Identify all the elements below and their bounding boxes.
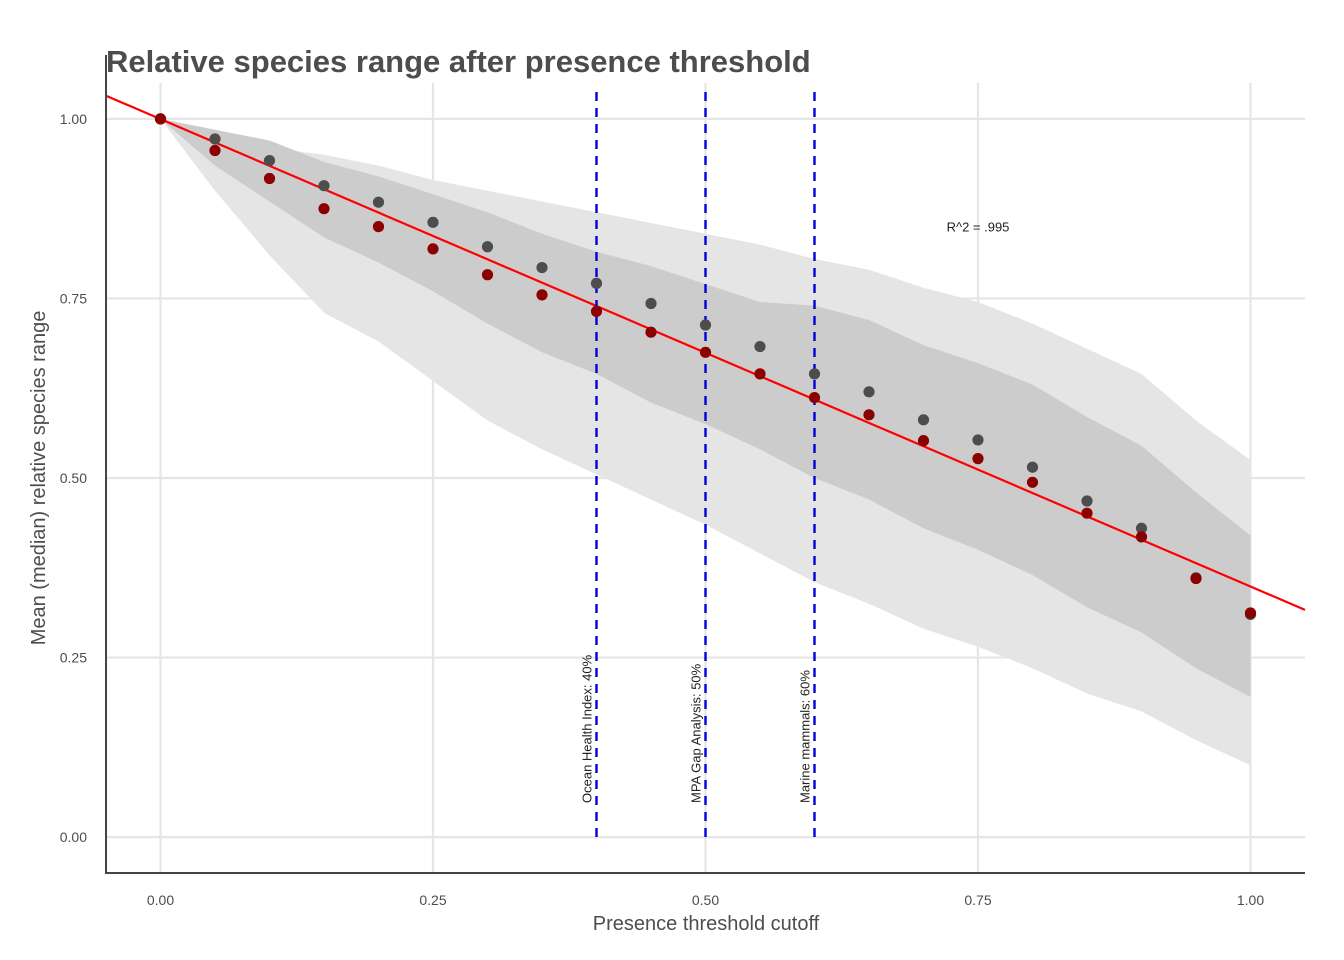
point-median-1 — [209, 144, 221, 157]
point-mean-6 — [481, 241, 494, 253]
axes — [105, 55, 1305, 874]
x-tick-label-3: 0.75 — [964, 892, 991, 908]
point-median-19 — [1190, 572, 1202, 585]
point-median-17 — [1081, 507, 1093, 519]
point-median-5 — [427, 243, 439, 255]
point-median-13 — [863, 409, 875, 421]
point-median-15 — [972, 453, 984, 465]
point-median-2 — [263, 172, 276, 185]
annotation-r2: R^2 = .995 — [947, 220, 1010, 235]
point-mean-12 — [808, 368, 821, 380]
point-mean-8 — [590, 277, 603, 289]
y-axis-title: Mean (median) relative species range — [28, 311, 50, 646]
y-tick-label-3: 0.75 — [60, 290, 87, 306]
point-mean-17 — [1081, 495, 1093, 507]
point-mean-10 — [699, 319, 712, 331]
threshold-label-2: Marine mammals: 60% — [798, 670, 813, 803]
x-tick-label-0: 0.00 — [147, 892, 174, 908]
point-mean-4 — [372, 196, 385, 208]
band-inner — [160, 118, 1251, 697]
x-tick-label-1: 0.25 — [419, 892, 446, 908]
tick-labels: 0.00 0.25 0.50 0.75 1.00 0.00 0.25 0.50 0.75 1.00 — [60, 111, 1265, 908]
point-mean-7 — [536, 261, 548, 274]
threshold-lines: Ocean Health Index: 40% MPA Gap Analysis:… — [580, 92, 816, 838]
point-mean-18 — [1135, 522, 1148, 534]
point-median-16 — [1026, 476, 1039, 488]
confidence-bands — [160, 118, 1251, 766]
point-mean-9 — [645, 297, 657, 310]
y-tick-label-4: 1.00 — [60, 111, 87, 127]
point-median-11 — [754, 368, 766, 380]
point-median-18 — [1135, 531, 1148, 543]
threshold-label-0: Ocean Health Index: 40% — [580, 654, 595, 803]
point-median-0 — [154, 113, 167, 125]
point-median-14 — [917, 435, 930, 447]
point-median-3 — [318, 203, 330, 215]
point-mean-15 — [972, 434, 984, 446]
threshold-label-1: MPA Gap Analysis: 50% — [689, 663, 704, 803]
point-median-9 — [645, 326, 657, 338]
point-median-7 — [536, 289, 548, 301]
point-median-6 — [481, 269, 494, 281]
point-mean-5 — [427, 216, 439, 228]
y-tick-label-1: 0.25 — [60, 650, 87, 666]
point-mean-14 — [917, 414, 930, 426]
point-mean-13 — [863, 386, 875, 398]
point-mean-1 — [209, 133, 221, 145]
point-mean-3 — [318, 180, 330, 192]
x-axis-title: Presence threshold cutoff — [593, 913, 820, 935]
chart-title: Relative species range after presence th… — [106, 44, 811, 79]
annotations: R^2 = .995 — [947, 220, 1010, 235]
y-tick-label-2: 0.50 — [60, 470, 87, 486]
point-mean-11 — [754, 340, 766, 353]
point-mean-2 — [263, 154, 276, 167]
x-tick-label-4: 1.00 — [1237, 892, 1264, 908]
x-tick-label-2: 0.50 — [692, 892, 719, 908]
point-median-20 — [1244, 607, 1257, 619]
point-median-8 — [590, 305, 603, 317]
y-tick-label-0: 0.00 — [60, 829, 87, 845]
point-median-10 — [699, 346, 712, 358]
point-median-12 — [808, 391, 821, 404]
point-mean-16 — [1026, 461, 1039, 473]
point-median-4 — [372, 221, 385, 233]
data-points — [154, 113, 1257, 621]
